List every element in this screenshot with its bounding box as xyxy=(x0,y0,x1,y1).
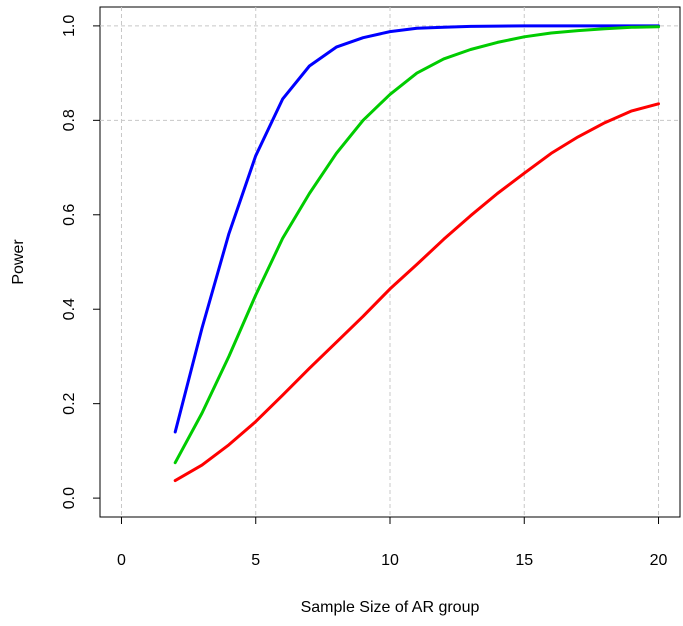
x-tick-label: 0 xyxy=(117,552,126,569)
y-axis: 0.0 0.2 0.4 0.6 0.8 1.0 xyxy=(61,15,100,509)
y-axis-title: Power xyxy=(10,239,27,285)
y-tick-label: 1.0 xyxy=(61,15,78,37)
y-tick-label: 0.0 xyxy=(61,487,78,509)
y-tick-label: 0.2 xyxy=(61,392,78,414)
y-tick-label: 0.6 xyxy=(61,204,78,226)
y-tick-label: 0.4 xyxy=(61,298,78,320)
x-tick-label: 5 xyxy=(251,552,260,569)
series-lines xyxy=(173,24,660,483)
y-tick-label: 0.8 xyxy=(61,109,78,131)
series-line-1 xyxy=(173,24,660,434)
x-axis: 0 5 10 15 20 xyxy=(117,517,668,569)
series-line-2 xyxy=(173,25,660,465)
x-tick-label: 10 xyxy=(381,552,399,569)
x-tick-label: 20 xyxy=(650,552,668,569)
x-tick-label: 15 xyxy=(515,552,533,569)
series-line-3 xyxy=(173,102,660,483)
x-axis-title: Sample Size of AR group xyxy=(301,599,480,616)
